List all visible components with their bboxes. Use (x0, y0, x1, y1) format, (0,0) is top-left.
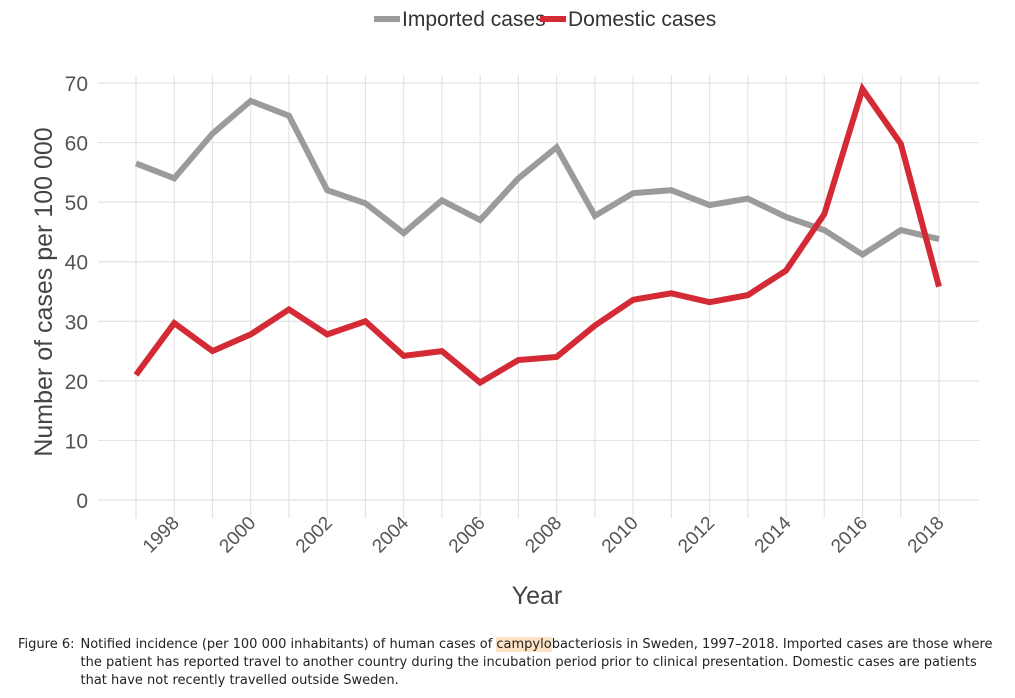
caption-text: Notified incidence (per 100 000 inhabita… (80, 636, 1003, 690)
x-tick-label: 1998 (139, 513, 184, 558)
caption-highlight: campylo (496, 637, 552, 652)
legend: Imported cases Domestic cases (374, 8, 716, 31)
y-tick-label: 10 (65, 430, 88, 453)
caption-text-end: bacteriosis in Sweden, 1997–2018. Import… (80, 637, 993, 688)
y-tick-label: 50 (65, 192, 88, 215)
y-axis-ticks: 0 10 20 30 40 50 60 70 (65, 73, 88, 513)
caption-label: Figure 6: (18, 637, 75, 652)
caption-text-start: Notified incidence (per 100 000 inhabita… (80, 637, 497, 652)
line-chart: 0 10 20 30 40 50 60 70 1998 2000 2002 2004 2006 2008… (30, 8, 979, 610)
series-line-imported-cases (134, 97, 940, 259)
y-tick-label: 20 (65, 371, 88, 394)
x-axis-title: Year (512, 582, 563, 610)
figure-caption: Figure 6: Notified incidence (per 100 00… (18, 636, 1003, 690)
y-tick-label: 70 (65, 73, 88, 96)
x-tick-label: 2018 (904, 513, 949, 558)
x-tick-label: 2004 (368, 512, 413, 557)
x-axis-ticks: 1998 2000 2002 2004 2006 2008 2010 2012 2014 2016… (139, 512, 949, 557)
y-axis-title: Number of cases per 100 000 (30, 127, 58, 456)
x-tick-label: 2008 (521, 513, 566, 558)
y-tick-label: 40 (65, 252, 88, 275)
legend-label: Imported cases (402, 8, 546, 31)
x-tick-label: 2010 (598, 513, 643, 558)
y-tick-label: 60 (65, 133, 88, 156)
x-tick-label: 2016 (827, 513, 872, 558)
y-tick-label: 0 (76, 490, 88, 513)
x-tick-label: 2000 (216, 513, 261, 558)
series-line-domestic-cases (133, 82, 942, 387)
legend-label: Domestic cases (568, 8, 716, 31)
y-tick-label: 30 (65, 311, 88, 334)
x-tick-label: 2002 (292, 513, 337, 558)
x-tick-label: 2014 (751, 512, 796, 557)
data-series (133, 82, 942, 387)
x-tick-label: 2006 (445, 513, 490, 558)
x-tick-label: 2012 (674, 513, 719, 558)
